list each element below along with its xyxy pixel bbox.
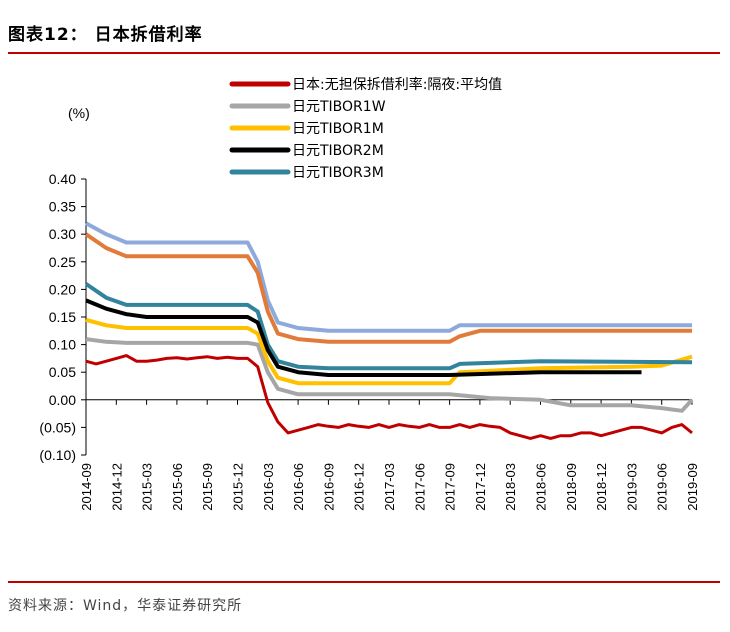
legend-label: 日本:无担保拆借利率:隔夜:平均值 <box>292 76 502 93</box>
series-line-3 <box>85 298 642 377</box>
source-rule <box>8 581 720 583</box>
title-rule <box>8 52 720 54</box>
x-tick-label: 2017-12 <box>473 463 488 511</box>
x-tick-label: 2019-06 <box>655 463 670 511</box>
x-tick-label: 2016-03 <box>261 463 276 511</box>
x-tick-label: 2015-06 <box>170 463 185 511</box>
x-tick-label: 2015-12 <box>231 463 246 511</box>
x-tick-label: 2019-03 <box>624 463 639 511</box>
legend-label: 日元TIBOR1W <box>292 99 386 115</box>
y-tick-label: (0.10) <box>39 447 76 463</box>
y-tick-label: 0.15 <box>49 309 76 325</box>
series-line-2 <box>85 317 693 386</box>
x-tick-label: 2018-09 <box>564 463 579 511</box>
source-note: 资料来源：Wind，华泰证券研究所 <box>8 598 243 614</box>
figure-title: 图表12： 日本拆借利率 <box>8 25 203 45</box>
x-tick-label: 2015-03 <box>140 463 155 511</box>
y-unit-label: (%) <box>68 105 90 121</box>
series-lines <box>84 221 694 440</box>
y-tick-label: 0.25 <box>49 254 76 270</box>
x-tick-label: 2018-12 <box>594 463 609 511</box>
series-line-4 <box>84 282 693 371</box>
x-tick-label: 2017-09 <box>443 463 458 511</box>
x-tick-label: 2015-09 <box>200 463 215 511</box>
x-tick-label: 2019-09 <box>685 463 700 511</box>
y-tick-label: 0.35 <box>49 199 76 215</box>
overlay-line-0 <box>85 221 692 333</box>
x-tick-label: 2017-03 <box>382 463 397 511</box>
x-tick-label: 2018-06 <box>534 463 549 511</box>
x-tick-label: 2016-12 <box>352 463 367 511</box>
x-tick-label: 2017-06 <box>412 463 427 511</box>
series-line-1 <box>85 337 694 413</box>
series-line-0 <box>85 354 693 440</box>
y-tick-label: 0.00 <box>49 392 76 408</box>
x-tick-label: 2016-09 <box>321 463 336 511</box>
legend-label: 日元TIBOR3M <box>292 165 384 181</box>
y-tick-label: 0.30 <box>49 226 76 242</box>
x-tick-label: 2016-06 <box>291 463 306 511</box>
y-tick-label: 0.40 <box>49 171 76 187</box>
y-tick-label: 0.10 <box>49 337 76 353</box>
x-tick-label: 2018-03 <box>503 463 518 511</box>
legend-label: 日元TIBOR2M <box>292 143 384 159</box>
x-tick-label: 2014-12 <box>109 463 124 511</box>
axes: 0.40 0.35 0.30 0.25 0.20 0.15 0.10 0.05 0.00 (0.0… <box>39 171 700 511</box>
y-tick-label: 0.20 <box>49 281 76 297</box>
legend-label: 日元TIBOR1M <box>292 121 384 137</box>
y-tick-label: (0.05) <box>39 419 76 435</box>
overlay-line-1 <box>84 232 692 344</box>
y-tick-label: 0.05 <box>49 364 76 380</box>
x-tick-label: 2014-09 <box>79 463 94 511</box>
